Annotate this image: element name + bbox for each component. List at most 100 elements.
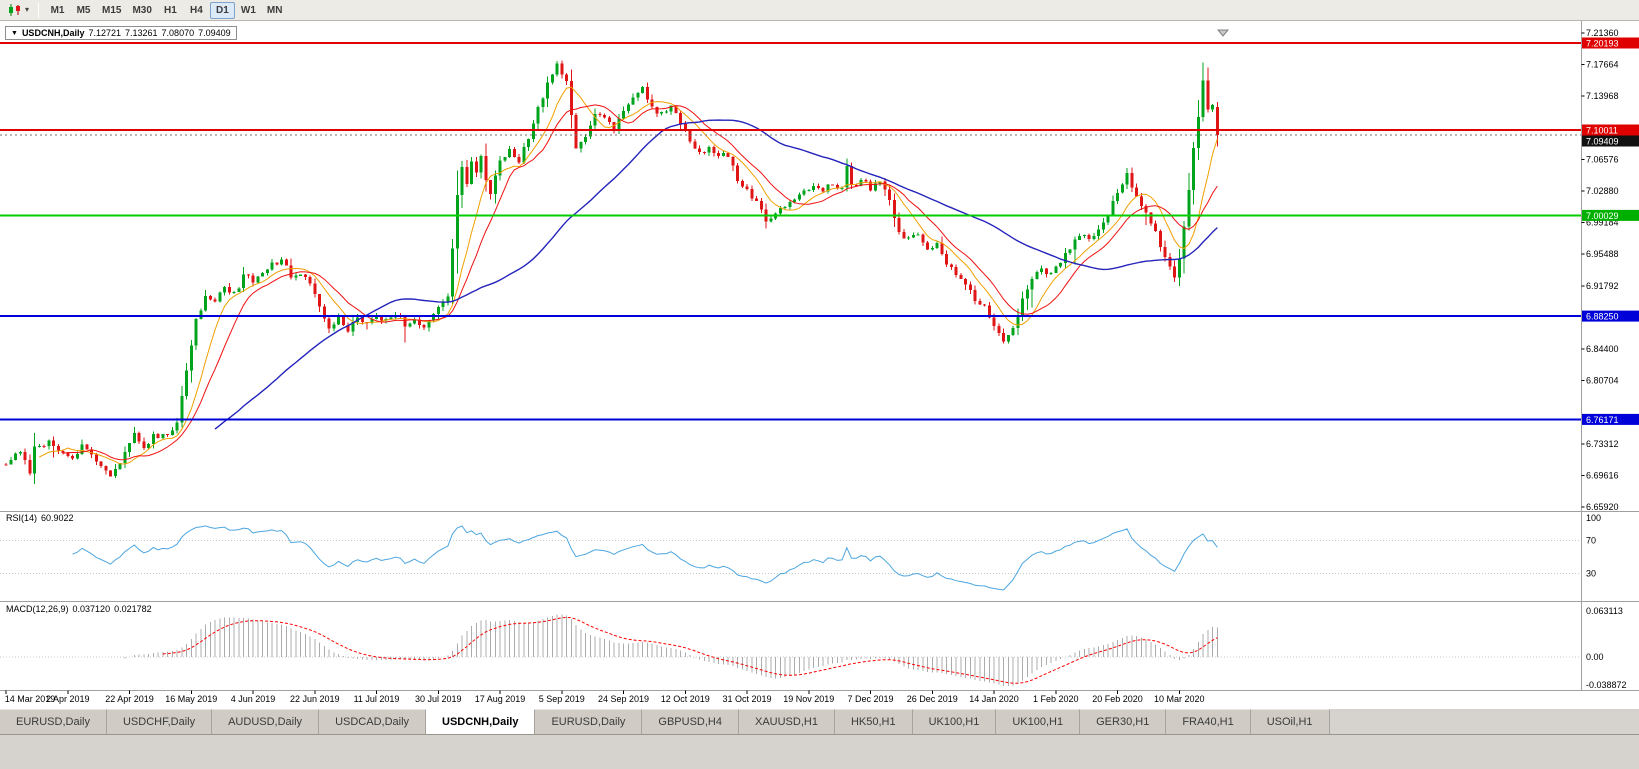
date-tick-label: 7 Dec 2019 bbox=[847, 694, 893, 704]
price-tick-label: 6.80704 bbox=[1586, 376, 1619, 386]
price-tick-label: 6.99184 bbox=[1586, 218, 1619, 228]
timeframe-button-m5[interactable]: M5 bbox=[76, 4, 91, 16]
chart-tab-8-hk50-h1[interactable]: HK50,H1 bbox=[834, 709, 913, 734]
chart-symbol-label: USDCNH,Daily bbox=[21, 28, 85, 38]
macd-histogram bbox=[124, 614, 1218, 687]
ohlc-open-value: 7.12721 bbox=[88, 28, 121, 38]
macd-name: MACD(12,26,9) bbox=[6, 604, 69, 614]
ma-13-line bbox=[62, 104, 1218, 461]
date-tick-label: 19 Nov 2019 bbox=[783, 694, 834, 704]
chart-tab-4-usdcnh-daily[interactable]: USDCNH,Daily bbox=[426, 709, 536, 734]
timeframe-button-h1[interactable]: H1 bbox=[164, 4, 177, 16]
price-tick-label: 7.06576 bbox=[1586, 154, 1619, 164]
chart-title-box: ▼ USDCNH,Daily 7.12721 7.13261 7.08070 7… bbox=[5, 26, 237, 40]
timeframe-button-m30[interactable]: M30 bbox=[132, 4, 152, 16]
chevron-down-icon: ▾ bbox=[25, 5, 30, 14]
candles-layer bbox=[4, 60, 1219, 485]
price-badge-label: 7.00029 bbox=[1586, 211, 1619, 221]
rsi-value: 60.9022 bbox=[41, 513, 74, 523]
date-tick-label: 11 Jul 2019 bbox=[354, 694, 400, 704]
price-badge-label: 7.09409 bbox=[1586, 137, 1619, 147]
date-tick-label: 1 Feb 2020 bbox=[1033, 694, 1079, 704]
price-tick-label: 6.84400 bbox=[1586, 344, 1619, 354]
date-tick-label: 24 Sep 2019 bbox=[598, 694, 649, 704]
chart-tab-13-usoil-h1[interactable]: USOil,H1 bbox=[1250, 709, 1330, 734]
price-badge-7.10011 bbox=[1582, 124, 1639, 136]
chart-tab-6-gbpusd-h4[interactable]: GBPUSD,H4 bbox=[642, 709, 739, 734]
price-badge-6.88250 bbox=[1582, 310, 1639, 322]
timeframe-button-m15[interactable]: M15 bbox=[102, 4, 122, 16]
price-tick-label: 7.21360 bbox=[1586, 28, 1619, 38]
date-tick-label: 26 Dec 2019 bbox=[907, 694, 958, 704]
chart-tab-9-uk100-h1[interactable]: UK100,H1 bbox=[912, 709, 997, 734]
rsi-axis-label: 30 bbox=[1586, 568, 1596, 578]
price-badge-7.00029 bbox=[1582, 209, 1639, 221]
date-tick-label: 10 Mar 2020 bbox=[1154, 694, 1205, 704]
ma-8-line bbox=[39, 86, 1218, 465]
price-tick-label: 6.65920 bbox=[1586, 502, 1619, 512]
ohlc-low-value: 7.08070 bbox=[161, 28, 195, 38]
date-tick-label: 14 Jan 2020 bbox=[969, 694, 1019, 704]
price-badge-6.76171 bbox=[1582, 413, 1639, 425]
date-tick-label: 22 Apr 2019 bbox=[105, 694, 154, 704]
price-badge-label: 7.10011 bbox=[1586, 126, 1618, 136]
price-tick-label: 6.95488 bbox=[1586, 249, 1619, 259]
date-tick-label: 5 Sep 2019 bbox=[539, 694, 585, 704]
symbol-dropdown-icon[interactable]: ▼ bbox=[11, 29, 18, 37]
macd-axis-label: 0.063113 bbox=[1586, 606, 1623, 616]
date-tick-label: 20 Feb 2020 bbox=[1092, 694, 1143, 704]
price-tick-label: 6.69616 bbox=[1586, 470, 1619, 480]
chart-tab-10-uk100-h1[interactable]: UK100,H1 bbox=[996, 709, 1081, 734]
chart-tab-11-ger30-h1[interactable]: GER30,H1 bbox=[1080, 709, 1167, 734]
date-tick-label: 22 Jun 2019 bbox=[290, 694, 340, 704]
chart-tab-2-audusd-daily[interactable]: AUDUSD,Daily bbox=[212, 709, 320, 734]
macd-signal-value: 0.021782 bbox=[114, 604, 152, 614]
chart-type-dropdown-button[interactable]: ▾ bbox=[4, 2, 32, 19]
macd-panel: 0.063113 0.00 -0.038872 bbox=[0, 606, 1627, 690]
macd-signal-line bbox=[162, 616, 1218, 684]
price-badge-label: 6.88250 bbox=[1586, 312, 1619, 322]
rsi-name: RSI(14) bbox=[6, 513, 38, 523]
toolbar-separator bbox=[38, 2, 40, 18]
chart-tab-12-fra40-h1[interactable]: FRA40,H1 bbox=[1166, 709, 1251, 734]
date-tick-label: 17 Aug 2019 bbox=[475, 694, 526, 704]
chart-shift-marker[interactable] bbox=[1216, 29, 1230, 37]
moving-averages-layer bbox=[39, 86, 1218, 465]
timeframe-button-mn[interactable]: MN bbox=[266, 4, 283, 16]
chart-tab-3-usdcad-daily[interactable]: USDCAD,Daily bbox=[319, 709, 427, 734]
price-badge-7.09409 bbox=[1582, 135, 1639, 147]
date-tick-label: 30 Jul 2019 bbox=[415, 694, 462, 704]
rsi-panel: 100 70 30 bbox=[0, 513, 1601, 591]
price-badge-7.20193 bbox=[1582, 37, 1639, 49]
timeframe-button-w1[interactable]: W1 bbox=[240, 4, 256, 16]
rsi-axis-label: 100 bbox=[1586, 513, 1601, 523]
price-tick-label: 7.13968 bbox=[1586, 91, 1619, 101]
chart-canvas[interactable]: 100 70 30 0.063113 0.00 -0.038872 7.21360 7.176… bbox=[0, 21, 1639, 708]
price-tick-label: 7.02880 bbox=[1586, 186, 1619, 196]
date-tick-label: 4 Jun 2019 bbox=[231, 694, 276, 704]
timeframe-button-h4[interactable]: H4 bbox=[190, 4, 203, 16]
price-tick-label: 7.17664 bbox=[1586, 60, 1619, 70]
chart-tab-0-eurusd-daily[interactable]: EURUSD,Daily bbox=[0, 709, 107, 734]
timeframe-button-m1[interactable]: M1 bbox=[50, 4, 65, 16]
price-axis[interactable]: 7.21360 7.17664 7.13968 7.06576 7.02880 6.991… bbox=[1581, 28, 1639, 512]
price-tick-label: 6.91792 bbox=[1586, 281, 1619, 291]
timeframe-button-d1[interactable]: D1 bbox=[209, 1, 235, 19]
ma-45-line bbox=[214, 119, 1218, 430]
ohlc-high-value: 7.13261 bbox=[125, 28, 158, 38]
price-tick-label: 6.73312 bbox=[1586, 439, 1619, 449]
rsi-line bbox=[72, 525, 1218, 591]
candlestick-chart-icon bbox=[9, 4, 20, 16]
chart-tab-7-xauusd-h1[interactable]: XAUUSD,H1 bbox=[738, 709, 835, 734]
ohlc-close-value: 7.09409 bbox=[198, 28, 231, 38]
macd-main-value: 0.037120 bbox=[72, 604, 111, 614]
date-tick-label: 16 May 2019 bbox=[165, 694, 217, 704]
date-tick-label: 2 Apr 2019 bbox=[46, 694, 90, 704]
status-bar bbox=[0, 734, 1639, 769]
macd-axis-label: 0.00 bbox=[1586, 652, 1604, 662]
price-badge-label: 6.76171 bbox=[1586, 415, 1619, 425]
chart-tab-5-eurusd-daily[interactable]: EURUSD,Daily bbox=[535, 709, 643, 734]
rsi-axis-label: 70 bbox=[1586, 536, 1596, 546]
chart-tab-1-usdchf-daily[interactable]: USDCHF,Daily bbox=[106, 709, 213, 734]
